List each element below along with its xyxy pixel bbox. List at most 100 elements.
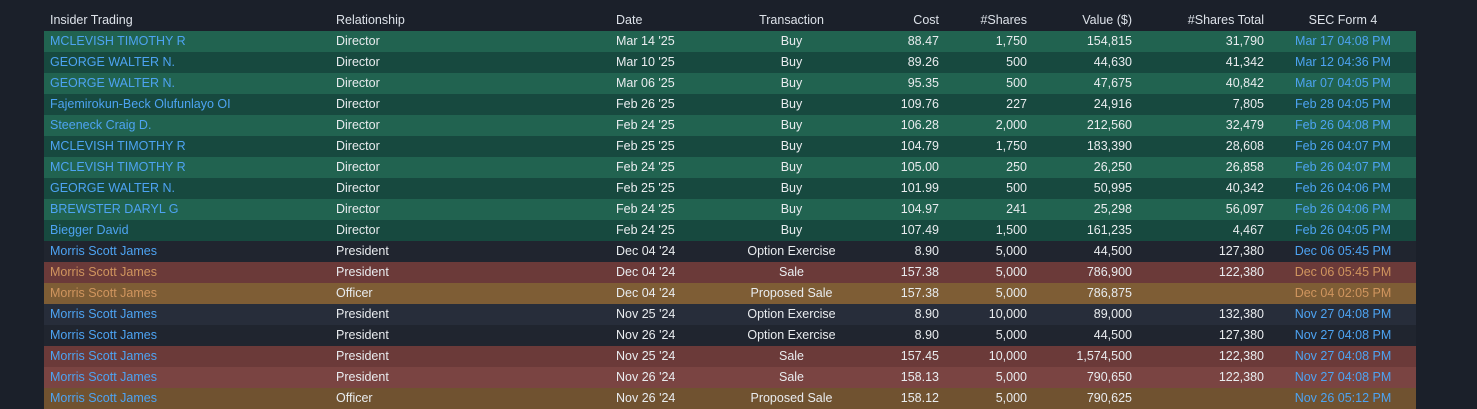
value-cell: 790,650 [1086, 370, 1132, 384]
insider-link[interactable]: Steeneck Craig D. [50, 118, 152, 132]
insider-link[interactable]: Morris Scott James [50, 328, 157, 342]
insider-link[interactable]: Morris Scott James [50, 244, 157, 258]
date-cell: Nov 26 '24 [616, 391, 676, 405]
insider-link[interactable]: GEORGE WALTER N. [50, 55, 176, 69]
shares-cell: 5,000 [995, 328, 1027, 342]
sec-form-link[interactable]: Nov 27 04:08 PM [1294, 328, 1392, 342]
insider-link[interactable]: BREWSTER DARYL G [50, 202, 179, 216]
transaction-cell: Option Exercise [747, 328, 836, 342]
cost-cell: 104.97 [900, 202, 939, 216]
shares-cell: 1,750 [995, 34, 1027, 48]
sec-form-cell: Mar 17 04:08 PM [1270, 31, 1416, 52]
transaction-cell: Buy [780, 76, 803, 90]
value-cell: 26,250 [1093, 160, 1132, 174]
sec-form-cell: Feb 26 04:06 PM [1270, 178, 1416, 199]
sec-form-link[interactable]: Nov 27 04:08 PM [1294, 307, 1392, 321]
table-header-row: Insider Trading Relationship Date Transa… [44, 10, 1416, 31]
sec-form-link[interactable]: Feb 28 04:05 PM [1295, 97, 1391, 111]
table-row: Morris Scott James Officer Nov 26 '24 Propo… [44, 388, 1416, 409]
sec-form-link[interactable]: Feb 26 04:07 PM [1295, 139, 1391, 153]
table-row: Morris Scott James President Nov 25 '24 Sal… [44, 346, 1416, 367]
table-row: Morris Scott James President Dec 04 '24 Opt… [44, 241, 1416, 262]
sec-form-link[interactable]: Dec 06 05:45 PM [1294, 265, 1392, 279]
relationship-cell: Director [336, 139, 380, 153]
shares_total-cell: 31,790 [1225, 34, 1264, 48]
column-header-insider-trading: Insider Trading [50, 13, 133, 27]
sec-form-link[interactable]: Dec 04 02:05 PM [1294, 286, 1392, 300]
insider-link[interactable]: Morris Scott James [50, 370, 157, 384]
insider-link[interactable]: Morris Scott James [50, 391, 157, 405]
insider-link[interactable]: MCLEVISH TIMOTHY R [50, 160, 186, 174]
value-cell: 44,630 [1093, 55, 1132, 69]
cost-cell: 88.47 [907, 34, 939, 48]
value-cell: 25,298 [1093, 202, 1132, 216]
sec-form-link[interactable]: Feb 26 04:06 PM [1295, 181, 1391, 195]
sec-form-link[interactable]: Feb 26 04:08 PM [1295, 118, 1391, 132]
value-cell: 44,500 [1093, 244, 1132, 258]
insider-link[interactable]: Morris Scott James [50, 286, 157, 300]
date-cell: Mar 14 '25 [616, 34, 675, 48]
sec-form-link[interactable]: Nov 27 04:08 PM [1294, 370, 1392, 384]
transaction-cell: Buy [780, 97, 803, 111]
table-row: MCLEVISH TIMOTHY R Director Mar 14 '25 Buy 8… [44, 31, 1416, 52]
insider-cell: Morris Scott James [44, 367, 330, 388]
sec-form-cell: Dec 06 05:45 PM [1270, 262, 1416, 283]
transaction-cell: Sale [778, 349, 805, 363]
shares-cell: 5,000 [995, 391, 1027, 405]
insider-cell: Morris Scott James [44, 262, 330, 283]
insider-link[interactable]: GEORGE WALTER N. [50, 181, 176, 195]
sec-form-link[interactable]: Mar 07 04:05 PM [1295, 76, 1391, 90]
sec-form-link[interactable]: Nov 27 04:08 PM [1294, 349, 1392, 363]
column-header-value: Value ($) [1082, 13, 1132, 27]
shares_total-cell: 40,342 [1225, 181, 1264, 195]
sec-form-cell: Nov 27 04:08 PM [1270, 325, 1416, 346]
cost-cell: 157.38 [900, 286, 939, 300]
insider-trading-table: Insider Trading Relationship Date Transa… [44, 10, 1416, 409]
insider-link[interactable]: MCLEVISH TIMOTHY R [50, 34, 186, 48]
sec-form-link[interactable]: Feb 26 04:06 PM [1295, 202, 1391, 216]
relationship-cell: Director [336, 76, 380, 90]
relationship-cell: Director [336, 34, 380, 48]
transaction-cell: Buy [780, 181, 803, 195]
sec-form-link[interactable]: Nov 26 05:12 PM [1294, 391, 1392, 405]
table-row: GEORGE WALTER N. Director Mar 06 '25 Buy 95.… [44, 73, 1416, 94]
insider-link[interactable]: Morris Scott James [50, 265, 157, 279]
insider-link[interactable]: GEORGE WALTER N. [50, 76, 176, 90]
insider-cell: GEORGE WALTER N. [44, 52, 330, 73]
date-cell: Feb 24 '25 [616, 202, 675, 216]
sec-form-link[interactable]: Feb 26 04:05 PM [1295, 223, 1391, 237]
date-cell: Dec 04 '24 [616, 265, 676, 279]
transaction-cell: Buy [780, 139, 803, 153]
table-row: GEORGE WALTER N. Director Feb 25 '25 Buy 101… [44, 178, 1416, 199]
insider-cell: Morris Scott James [44, 388, 330, 409]
insider-cell: Morris Scott James [44, 241, 330, 262]
relationship-cell: President [336, 349, 389, 363]
shares_total-cell: 40,842 [1225, 76, 1264, 90]
sec-form-link[interactable]: Feb 26 04:07 PM [1295, 160, 1391, 174]
shares-cell: 5,000 [995, 265, 1027, 279]
transaction-cell: Buy [780, 55, 803, 69]
sec-form-link[interactable]: Mar 17 04:08 PM [1295, 34, 1391, 48]
date-cell: Mar 10 '25 [616, 55, 675, 69]
relationship-cell: Director [336, 202, 380, 216]
cost-cell: 104.79 [900, 139, 939, 153]
insider-link[interactable]: Morris Scott James [50, 307, 157, 321]
insider-link[interactable]: MCLEVISH TIMOTHY R [50, 139, 186, 153]
cost-cell: 105.00 [900, 160, 939, 174]
insider-cell: Fajemirokun-Beck Olufunlayo OI [44, 94, 330, 115]
shares-cell: 10,000 [988, 349, 1027, 363]
column-header-shares: #Shares [980, 13, 1027, 27]
value-cell: 44,500 [1093, 328, 1132, 342]
sec-form-link[interactable]: Mar 12 04:36 PM [1295, 55, 1391, 69]
insider-link[interactable]: Biegger David [50, 223, 129, 237]
sec-form-cell: Feb 26 04:06 PM [1270, 199, 1416, 220]
date-cell: Dec 04 '24 [616, 286, 676, 300]
shares-cell: 227 [1006, 97, 1027, 111]
transaction-cell: Buy [780, 202, 803, 216]
insider-link[interactable]: Morris Scott James [50, 349, 157, 363]
sec-form-link[interactable]: Dec 06 05:45 PM [1294, 244, 1392, 258]
insider-link[interactable]: Fajemirokun-Beck Olufunlayo OI [50, 97, 231, 111]
sec-form-cell: Mar 07 04:05 PM [1270, 73, 1416, 94]
relationship-cell: President [336, 328, 389, 342]
value-cell: 183,390 [1086, 139, 1132, 153]
